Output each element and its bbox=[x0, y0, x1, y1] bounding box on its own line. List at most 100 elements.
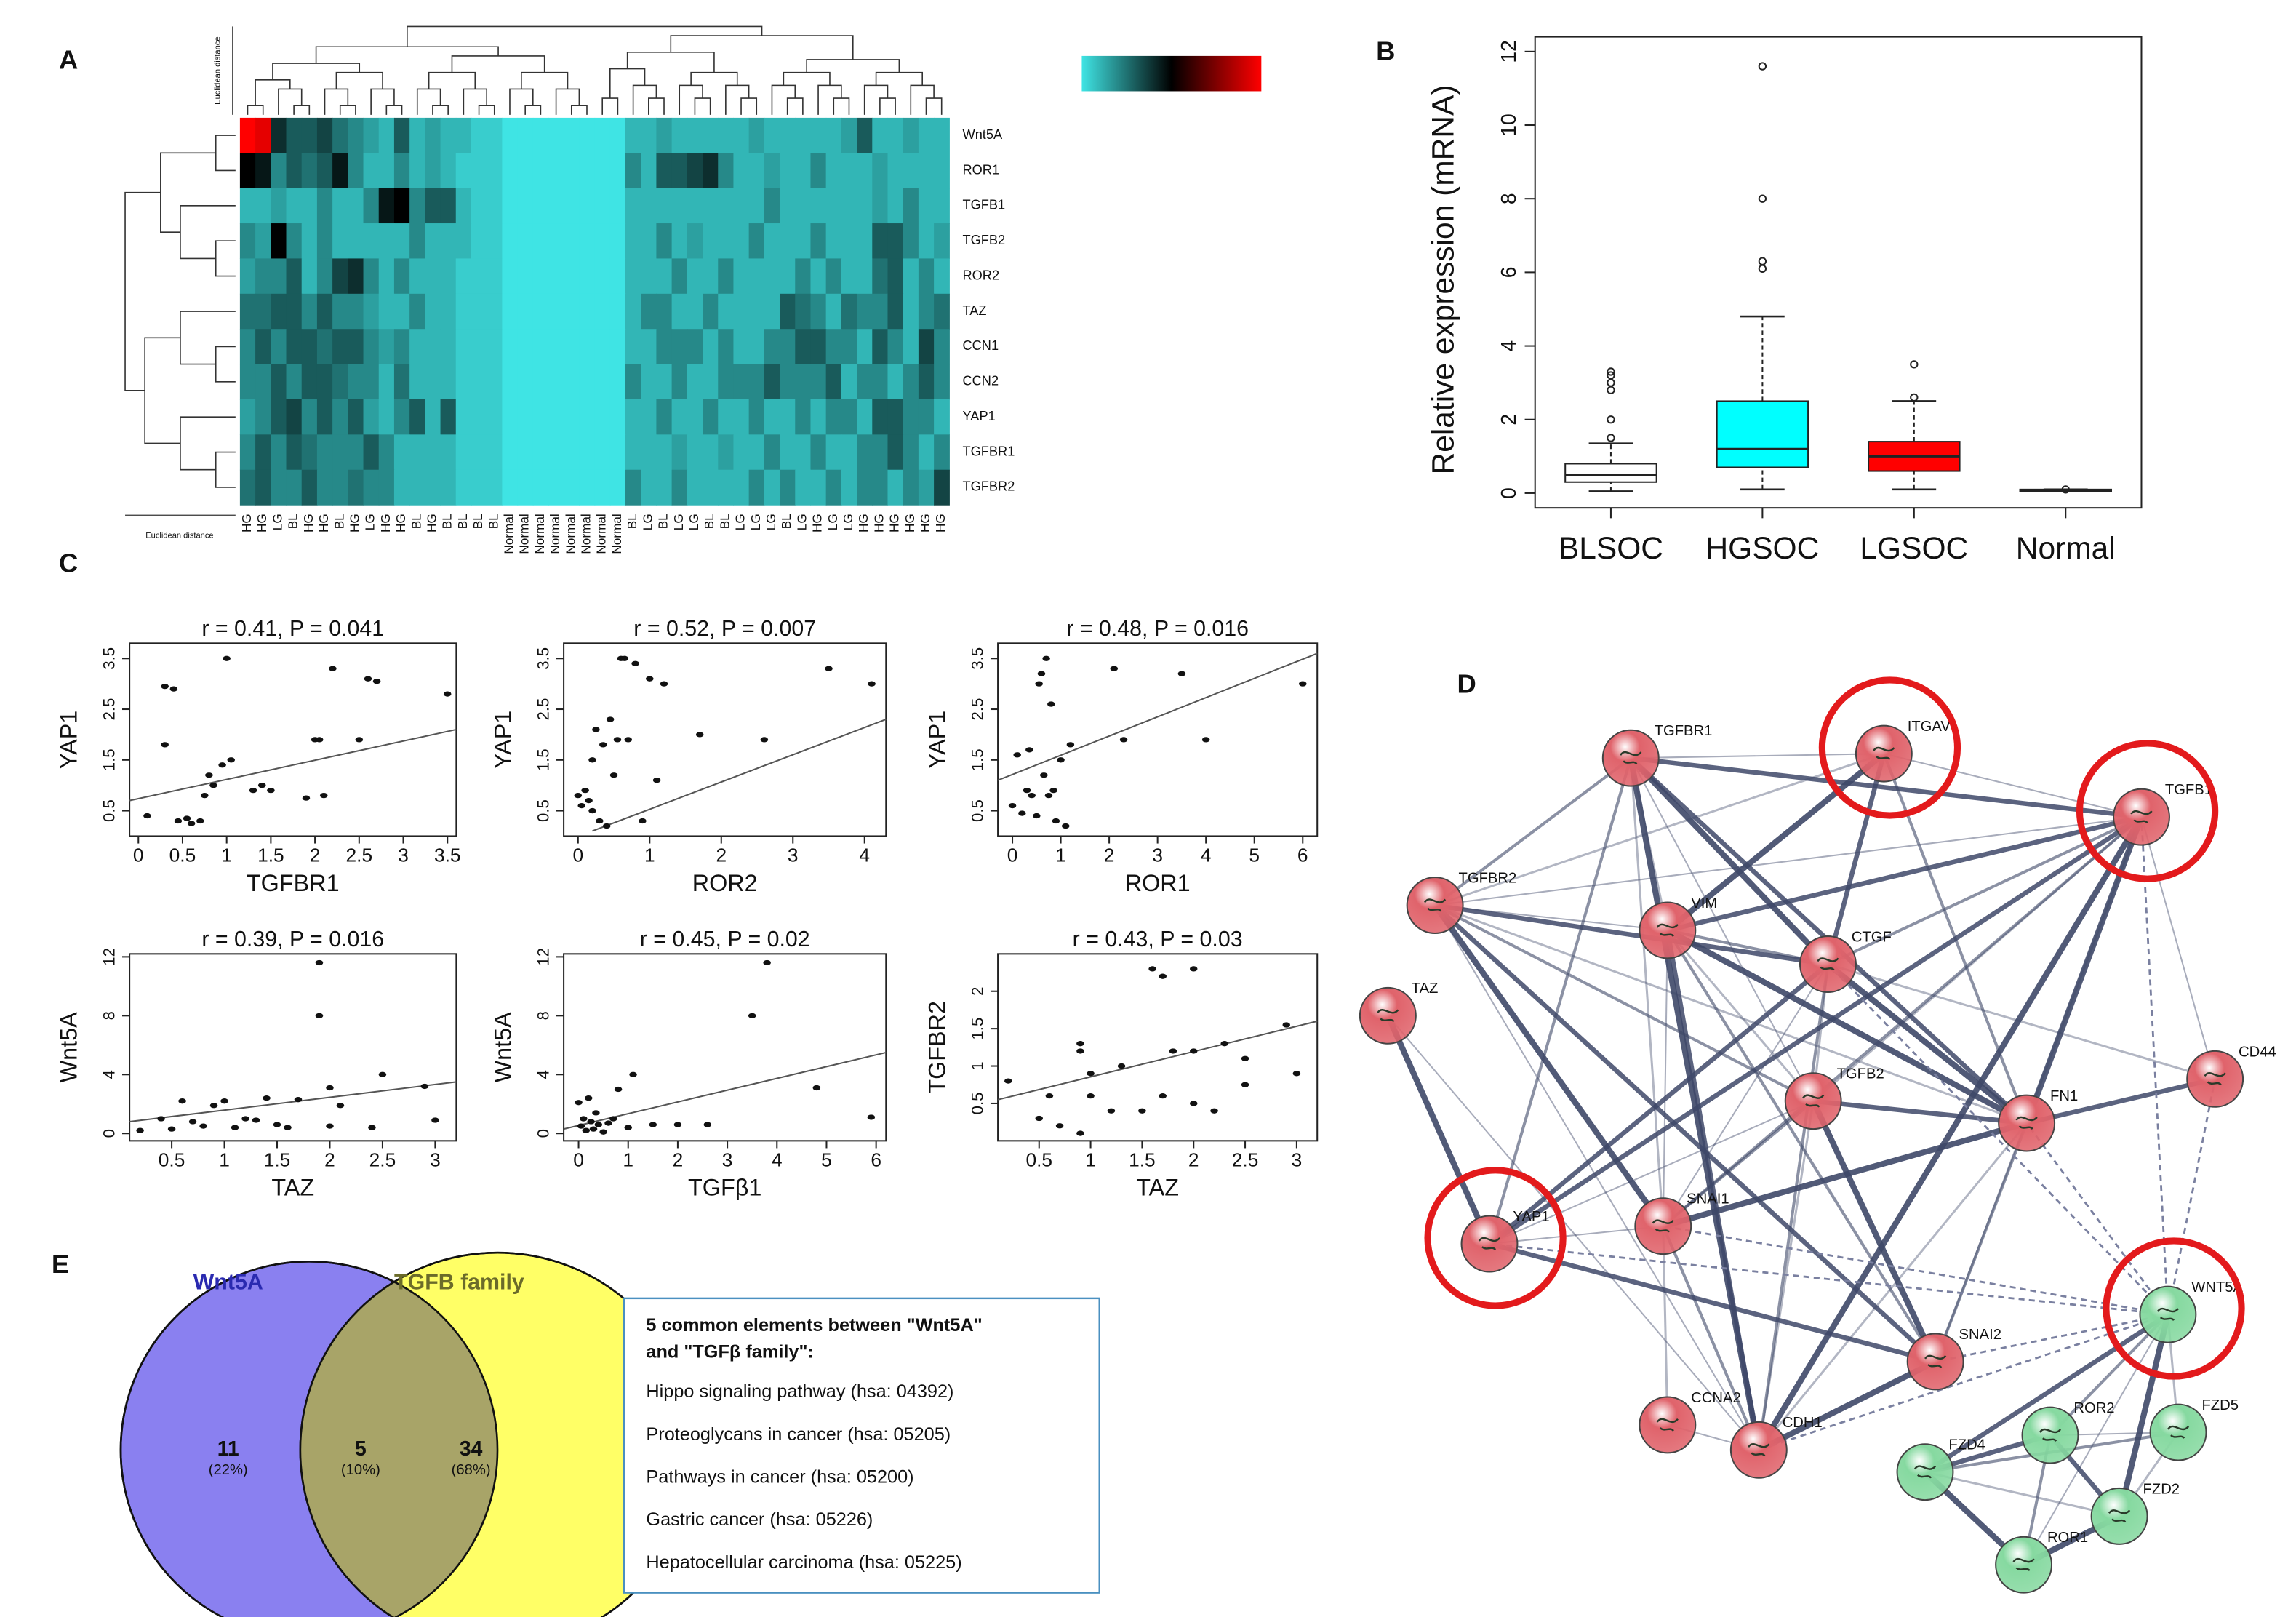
heatmap-cell bbox=[455, 399, 472, 435]
point bbox=[241, 1116, 249, 1122]
heatmap-cell bbox=[625, 223, 641, 260]
row-label: ROR2 bbox=[963, 268, 1000, 282]
point bbox=[1018, 810, 1026, 816]
heatmap-cell bbox=[795, 153, 812, 189]
point bbox=[660, 681, 668, 687]
heatmap-cell bbox=[532, 223, 549, 260]
point bbox=[205, 772, 213, 778]
heatmap-cell bbox=[239, 258, 256, 295]
heatmap-cell bbox=[286, 399, 303, 435]
heatmap-cell bbox=[872, 188, 889, 224]
heatmap-cell bbox=[532, 293, 549, 330]
column-label: BL bbox=[717, 514, 732, 529]
node-label: TAZ bbox=[1412, 981, 1439, 997]
heatmap-cell bbox=[301, 293, 318, 330]
heatmap-cell bbox=[455, 469, 472, 506]
point bbox=[604, 1120, 612, 1126]
heatmap-cell bbox=[934, 258, 950, 295]
point bbox=[1087, 1093, 1095, 1099]
point bbox=[1107, 1108, 1116, 1114]
heatmap-cell bbox=[239, 329, 256, 365]
heatmap-cell bbox=[748, 258, 765, 295]
heatmap-cell bbox=[733, 434, 750, 471]
heatmap-cell bbox=[455, 434, 472, 471]
x-tick-label: 1 bbox=[644, 845, 655, 866]
node-glyph bbox=[2156, 1307, 2179, 1322]
heatmap-cell bbox=[301, 117, 318, 153]
column-label: BL bbox=[702, 514, 716, 529]
heatmap-cell bbox=[579, 329, 596, 365]
heatmap-cell bbox=[748, 329, 765, 365]
heatmap-cell bbox=[810, 469, 827, 506]
heatmap-cell bbox=[795, 434, 812, 471]
heatmap-cell bbox=[348, 293, 364, 330]
network-node bbox=[1406, 877, 1464, 935]
heatmap-cell bbox=[239, 434, 256, 471]
heatmap-cell bbox=[409, 329, 425, 365]
heatmap-cell bbox=[455, 153, 472, 189]
point bbox=[187, 821, 196, 826]
heatmap-cell bbox=[440, 258, 457, 295]
point bbox=[294, 1097, 303, 1103]
x-tick-label: 3.5 bbox=[434, 845, 461, 866]
heatmap-cell bbox=[764, 434, 780, 471]
heatmap-cell bbox=[455, 364, 472, 400]
heatmap-cell bbox=[903, 223, 919, 260]
point bbox=[378, 1071, 387, 1077]
heatmap-cell bbox=[564, 188, 580, 224]
node-label: TGFB1 bbox=[2165, 782, 2212, 798]
heatmap-cell bbox=[487, 153, 503, 189]
x-tick-label: 2.5 bbox=[346, 845, 373, 866]
point bbox=[577, 802, 585, 809]
heatmap-cell bbox=[718, 399, 735, 435]
heatmap-cell bbox=[286, 117, 303, 153]
y-tick-label: 0.5 bbox=[969, 799, 987, 822]
heatmap-cell bbox=[487, 399, 503, 435]
point bbox=[336, 1103, 345, 1109]
heatmap-cell bbox=[918, 188, 935, 224]
network-edge bbox=[1666, 929, 1815, 1102]
x-axis-label: ROR2 bbox=[692, 870, 758, 896]
y-tick-label: 1.5 bbox=[969, 1018, 987, 1040]
heatmap-cell bbox=[409, 188, 425, 224]
network-edge bbox=[1432, 903, 1666, 1229]
heatmap-cell bbox=[378, 434, 395, 471]
heatmap-cell bbox=[239, 293, 256, 330]
heatmap-cell bbox=[594, 223, 611, 260]
heatmap-cell bbox=[316, 258, 333, 295]
heatmap-cell bbox=[316, 223, 333, 260]
node-glyph bbox=[1423, 898, 1447, 912]
node-glyph bbox=[2039, 1428, 2062, 1442]
heatmap-cell bbox=[363, 293, 380, 330]
network-edge bbox=[1757, 1359, 1937, 1453]
heatmap-cell bbox=[718, 117, 735, 153]
point bbox=[577, 1123, 585, 1129]
heatmap-cell bbox=[301, 364, 318, 400]
heatmap-cell bbox=[425, 364, 441, 400]
heatmap-cell bbox=[718, 153, 735, 189]
heatmap-cell bbox=[887, 117, 904, 153]
node-glyph bbox=[1802, 1094, 1825, 1108]
heatmap-cell bbox=[841, 329, 857, 365]
y-tick-label: 0 bbox=[1497, 487, 1521, 499]
point bbox=[161, 742, 169, 748]
trend-line bbox=[997, 1020, 1318, 1101]
point bbox=[624, 737, 633, 743]
network-edge bbox=[1756, 815, 2144, 1452]
heatmap-cell bbox=[872, 258, 889, 295]
y-tick-label: 2.5 bbox=[535, 698, 553, 721]
point bbox=[1035, 1115, 1044, 1122]
heatmap-cell bbox=[641, 223, 657, 260]
node-label: CCNA2 bbox=[1691, 1390, 1741, 1406]
venn-set-label: TGFB family bbox=[394, 1271, 524, 1295]
heatmap-cell bbox=[934, 117, 950, 153]
heatmap-cell bbox=[440, 188, 457, 224]
heatmap-cell bbox=[487, 434, 503, 471]
heatmap-cell bbox=[548, 117, 564, 153]
heatmap-cell bbox=[609, 434, 626, 471]
point bbox=[1023, 788, 1031, 794]
point bbox=[443, 691, 452, 697]
heatmap-cell bbox=[301, 434, 318, 471]
heatmap-cell bbox=[918, 329, 935, 365]
